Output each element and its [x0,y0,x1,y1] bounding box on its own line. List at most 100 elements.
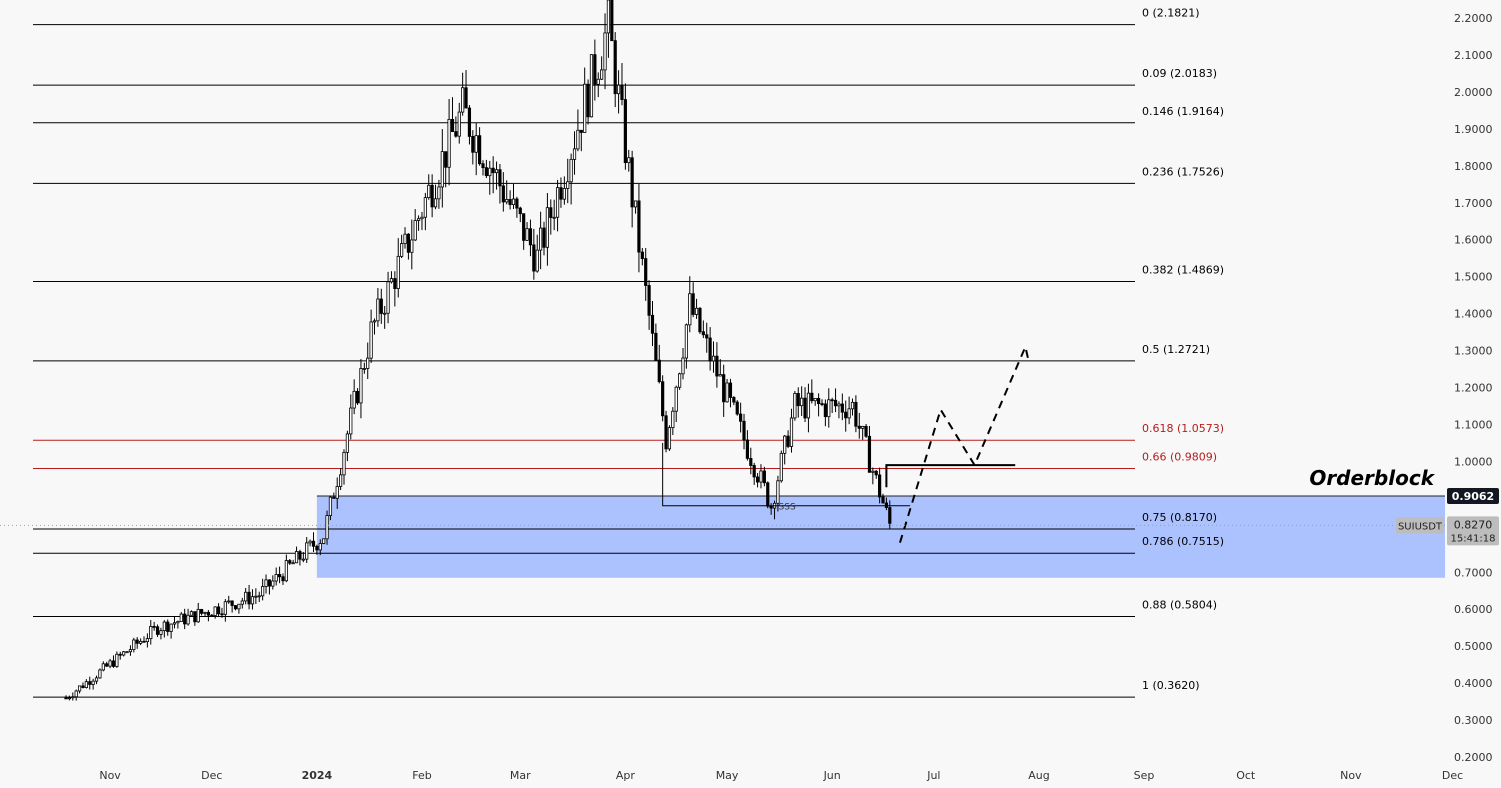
candle-body [488,167,492,177]
candle-body [701,331,705,336]
x-tick-label: Oct [1236,769,1256,782]
candle-body [267,579,272,587]
candle-body [457,111,461,137]
candle-body [752,465,756,478]
candle-body [138,640,143,644]
candle-body [467,107,472,137]
candle-body [383,312,387,315]
candle-body [233,605,238,610]
y-tick-label: 0.3000 [1454,714,1493,727]
candle-body [196,608,200,623]
candle-body [552,216,556,219]
candle-body [694,307,699,315]
candle-body [705,334,709,339]
candle-body [430,184,434,208]
orderblock-title: Orderblock [1309,466,1435,490]
candle-body [105,663,109,667]
candle-body [237,603,241,610]
candle-body [128,649,133,653]
candle-body [484,167,488,177]
sss-line[interactable] [662,442,911,507]
candle-body [678,373,682,388]
countdown-text: 15:41:18 [1451,533,1496,544]
candle-body [101,663,105,671]
candle-body [315,545,319,551]
fib-level-label: 0.5 (1.2721) [1142,343,1210,356]
candle-body [739,413,743,422]
current-price-text: 0.8270 [1454,518,1493,531]
candle-body [603,32,607,71]
candle-body [125,651,129,654]
candle-body [64,697,68,700]
y-tick-label: 0.7000 [1454,566,1493,579]
candle-body [189,611,194,616]
resistance-line[interactable] [885,464,1016,488]
candle-body [257,595,261,598]
x-tick-label: Jun [823,769,841,782]
candle-body [674,386,678,412]
candle-body [776,480,780,504]
candle-body [796,393,800,407]
candle-body [867,435,872,473]
candle-body [179,613,183,622]
candle-body [854,401,858,427]
candle-body [352,390,356,409]
candle-body [661,381,665,417]
candle-body [220,613,224,616]
candle-body [847,408,851,419]
candle-body [427,184,431,199]
candle-body [335,486,339,499]
candle-body [372,320,377,323]
candle-body [203,611,207,614]
candle-body [142,640,146,643]
candle-body [762,470,766,484]
candle-body [410,239,414,253]
candle-body [386,281,390,314]
orderblock-zone[interactable] [316,496,1445,578]
candle-body [837,403,841,407]
fib-level-label: 0.618 (1.0573) [1142,422,1224,435]
y-axis[interactable]: 2.2000 2.1000 2.0000 1.9000 1.8000 1.7000 1.60… [1454,12,1493,764]
candle-body [74,690,78,698]
candle-body [250,596,255,605]
candle-body [613,40,617,95]
candle-body [206,611,210,616]
candle-body [369,321,373,359]
candle-body [606,0,611,34]
candle-body [162,621,166,632]
y-tick-label: 1.0000 [1454,455,1493,468]
sss-label: SSS [779,503,796,513]
x-axis[interactable]: Nov Dec 2024 Feb Mar Apr May Jun Jul Aug Sep Oct Nov… [99,769,1463,782]
y-tick-label: 1.1000 [1454,418,1493,431]
candle-body [288,560,292,564]
candle-body [325,515,329,540]
candle-body [328,496,333,516]
candle-body [579,129,583,133]
candle-body [633,200,638,208]
candle-body [155,626,160,635]
candle-body [589,54,594,118]
candle-body [667,427,672,450]
candle-body [681,357,685,375]
y-tick-label: 2.1000 [1454,49,1493,62]
projection-path[interactable] [899,343,1030,543]
candle-body [322,538,326,544]
candle-body [817,398,821,405]
candle-body [786,435,790,447]
candle-body [878,474,882,498]
candle-body [284,560,288,582]
fib-level-label: 0.75 (0.8170) [1142,511,1217,524]
candle-body [888,507,892,524]
candle-body [216,606,221,615]
candle-body [359,368,363,404]
candle-body [491,167,495,174]
candle-body [71,696,75,699]
candle-body [437,186,441,200]
candle-body [169,623,173,632]
candle-body [444,151,448,168]
candle-body [501,185,505,203]
candle-body [864,425,868,437]
candle-body [477,135,482,165]
